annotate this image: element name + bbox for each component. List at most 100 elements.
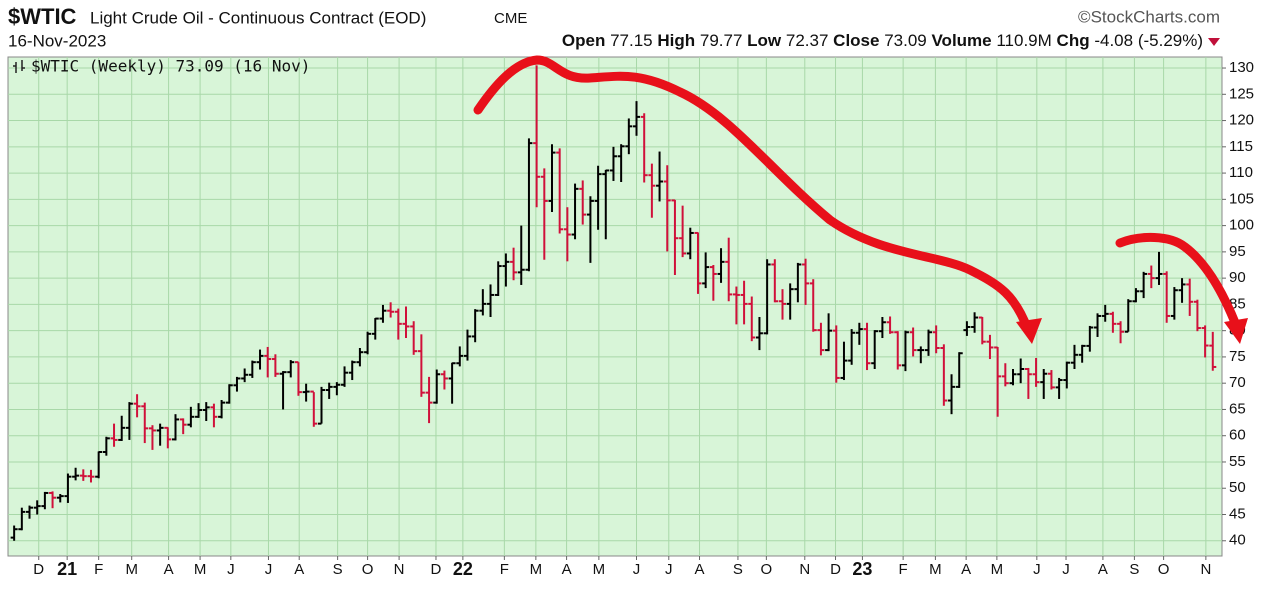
ohlc-bar — [1124, 299, 1132, 333]
plot-area — [7, 56, 1223, 557]
date: 16-Nov-2023 — [8, 31, 106, 50]
ohlc-bar — [494, 261, 502, 296]
quote-value: 73.09 — [884, 31, 927, 50]
ohlc-bar — [172, 414, 180, 441]
ohlc-bar — [110, 423, 118, 447]
x-tick-label: 21 — [57, 559, 77, 579]
ohlc-bar — [924, 329, 932, 356]
ohlc-bar — [579, 180, 587, 225]
ohlc-bar — [694, 231, 702, 294]
quote-value: 72.37 — [786, 31, 829, 50]
legend-text: $WTIC (Weekly) 73.09 (16 Nov) — [31, 57, 310, 76]
ohlc-bar — [963, 321, 971, 336]
y-tick-label: 120 — [1229, 112, 1254, 129]
ohlc-bar — [717, 248, 725, 283]
quote-value: -4.08 — [1094, 31, 1133, 50]
ohlc-bar — [95, 450, 103, 479]
y-tick-label: 65 — [1229, 400, 1246, 417]
ohlc-bar — [871, 330, 879, 370]
ohlc-bar — [156, 423, 164, 446]
x-tick-label: O — [1158, 561, 1170, 578]
y-tick-label: 100 — [1229, 217, 1254, 234]
ohlc-bar — [1040, 369, 1048, 399]
ohlc-bar — [264, 346, 272, 378]
symbol: $WTIC — [8, 4, 77, 29]
ohlc-bar — [609, 146, 617, 181]
x-tick-label: J — [665, 561, 673, 578]
ohlc-bar — [955, 352, 963, 388]
ohlc-bar — [917, 346, 925, 364]
axes: 4045505560657075808590951001051101151201… — [33, 59, 1254, 579]
ohlc-bar — [1109, 311, 1117, 333]
ohlc-bar — [487, 284, 495, 318]
ohlc-bar — [994, 346, 1002, 417]
ohlc-bar — [563, 207, 571, 262]
ohlc-bar — [832, 325, 840, 383]
ohlc-bar — [133, 394, 141, 418]
ohlc-bar — [1024, 367, 1032, 399]
ohlc-bar — [218, 399, 226, 419]
ohlc-bar — [371, 317, 379, 340]
ohlc-bar — [394, 308, 402, 340]
ohlc-bar — [379, 304, 387, 323]
annotation — [473, 55, 1241, 335]
ohlc-bar — [740, 280, 748, 325]
ohlc-bar — [33, 500, 41, 515]
y-tick-label: 125 — [1229, 85, 1254, 102]
ohlc-bar — [855, 322, 863, 345]
ohlc-bar — [402, 306, 410, 339]
ohlc-bar — [241, 368, 249, 383]
annotation-arrowhead — [1224, 318, 1248, 344]
ohlc-bar — [625, 118, 633, 155]
chart-title: Light Crude Oil - Continuous Contract (E… — [90, 8, 426, 27]
x-tick-label: N — [1200, 561, 1211, 578]
ohlc-bar — [594, 165, 602, 230]
ohlc-bar — [948, 374, 956, 415]
ohlc-bar — [1117, 321, 1125, 344]
y-tick-label: 75 — [1229, 348, 1246, 365]
ohlc-bar — [1178, 278, 1186, 303]
x-tick-label: D — [830, 561, 841, 578]
ohlc-bar — [1170, 287, 1178, 320]
ohlc-bar — [1186, 278, 1194, 316]
ohlc-bar — [663, 165, 671, 252]
x-tick-label: F — [94, 561, 103, 578]
source: ©StockCharts.com — [1078, 7, 1220, 26]
ohlc-bar — [940, 344, 948, 406]
ohlc-bar — [548, 144, 556, 212]
ohlc-bar — [602, 169, 610, 240]
ohlc-bar — [463, 329, 471, 361]
x-tick-label: J — [1062, 561, 1070, 578]
ohlc-bar — [1063, 361, 1071, 389]
ohlc-bar — [809, 279, 817, 332]
x-tick-label: 23 — [852, 559, 872, 579]
ohlc-bar — [1201, 325, 1209, 358]
ohlc-bar — [317, 386, 325, 425]
ohlc-bar — [1070, 344, 1078, 370]
ohlc-bar — [1017, 358, 1025, 384]
ohlc-bar — [748, 296, 756, 342]
x-tick-label: A — [294, 561, 304, 578]
ohlc-bar — [1209, 331, 1217, 371]
ohlc-bar — [187, 406, 195, 428]
x-tick-label: A — [164, 561, 174, 578]
ohlc-bar — [18, 507, 26, 531]
ohlc-bar — [1094, 313, 1102, 337]
ohlc-bar — [341, 366, 349, 387]
ohlc-bar — [1047, 370, 1055, 390]
x-tick-label: S — [733, 561, 743, 578]
ohlc-bar — [102, 436, 110, 456]
ohlc-bar — [49, 491, 57, 509]
ohlc-bar — [901, 330, 909, 372]
ohlc-bar — [433, 369, 441, 404]
ohlc-bar — [279, 371, 287, 410]
x-tick-label: F — [899, 561, 908, 578]
ohlc-bar — [195, 403, 203, 418]
y-tick-label: 55 — [1229, 453, 1246, 470]
ohlc-bar — [10, 525, 18, 541]
x-tick-label: M — [125, 561, 138, 578]
ohlc-bar — [325, 382, 333, 399]
ohlc-bar — [148, 425, 156, 450]
ohlc-bar — [448, 362, 456, 404]
